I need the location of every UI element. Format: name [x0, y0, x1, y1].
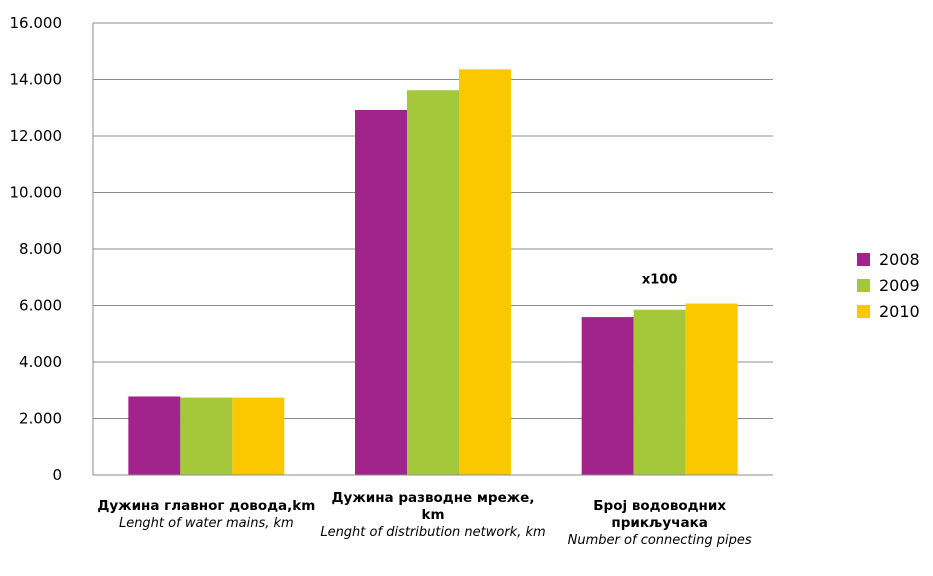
- category-label-english: Lenght of water mains, km: [118, 516, 294, 531]
- y-tick-label: 0: [52, 466, 62, 484]
- category-label-serbian: Дужина разводне мреже, km: [331, 490, 535, 523]
- y-tick-label: 10.000: [10, 184, 63, 202]
- legend-item-2010: 2010: [857, 298, 920, 324]
- bar-2009-1: [407, 90, 459, 476]
- bar-2008-2: [581, 317, 634, 475]
- bars: [128, 69, 738, 476]
- annotation-label: x100: [642, 273, 678, 288]
- legend: 2008 2009 2010: [857, 246, 920, 324]
- legend-label: 2009: [879, 275, 920, 295]
- y-tick-label: 4.000: [19, 353, 62, 371]
- legend-label: 2008: [879, 249, 920, 269]
- legend-swatch: [857, 304, 870, 318]
- category-label-english: Lenght of distribution network, km: [320, 525, 546, 540]
- bar-2010-0: [232, 397, 285, 475]
- category-label-serbian: Дужина главног довода,km: [97, 498, 316, 514]
- x-category-label: Дужина главног довода,km Lenght of water …: [91, 498, 321, 532]
- bar-2010-2: [685, 303, 738, 475]
- category-label-english: Number of connecting pipes: [567, 533, 752, 548]
- bar-2008-1: [355, 110, 407, 475]
- x-category-label: Дужина разводне мреже, km Lenght of distr…: [318, 490, 548, 541]
- y-axis-ticks: 0 2.000 4.000 6.000 8.000 10.000 12.000 14.000 1…: [10, 14, 63, 484]
- bar-2010-1: [459, 69, 511, 475]
- legend-swatch: [857, 252, 870, 266]
- annotations: x100: [642, 273, 678, 288]
- x-category-label: Број водоводних прикључака Number of conn…: [545, 498, 775, 549]
- bar-2009-0: [180, 397, 233, 475]
- legend-swatch: [857, 278, 870, 292]
- y-tick-label: 2.000: [19, 410, 62, 428]
- bar-2008-0: [128, 396, 181, 475]
- legend-item-2009: 2009: [857, 272, 920, 298]
- y-tick-label: 6.000: [19, 297, 62, 315]
- legend-item-2008: 2008: [857, 246, 920, 272]
- y-tick-label: 8.000: [19, 240, 62, 258]
- legend-label: 2010: [879, 301, 920, 321]
- category-label-serbian: Број водоводних прикључака: [593, 498, 727, 531]
- y-tick-label: 12.000: [10, 127, 63, 145]
- bar-2009-2: [633, 309, 686, 475]
- y-tick-label: 14.000: [10, 71, 63, 89]
- y-tick-label: 16.000: [10, 14, 63, 32]
